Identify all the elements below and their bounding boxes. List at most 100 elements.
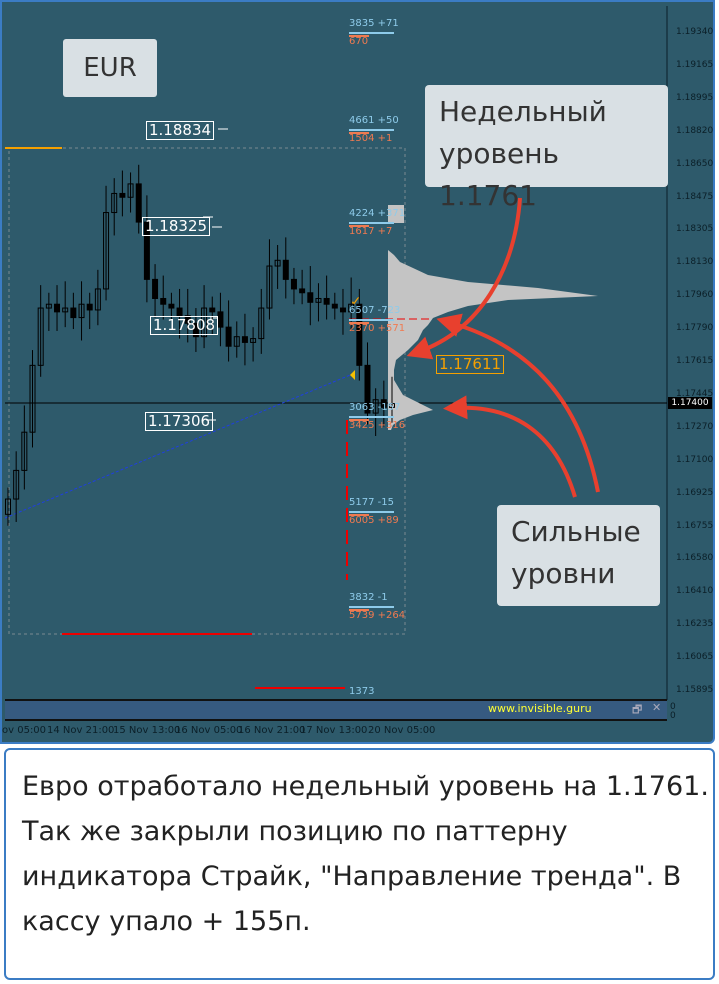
candle-body: [299, 288, 306, 294]
sell-volume-bar: [349, 132, 369, 134]
candle-body: [217, 311, 224, 328]
candle-body: [364, 364, 371, 414]
buy-volume-bar: [349, 416, 394, 418]
sell-volume-label: 670: [349, 36, 369, 47]
sell-volume-label: 5739 +264: [349, 610, 406, 621]
candle-body: [266, 265, 273, 309]
indicator-subwindow: [5, 699, 667, 721]
candle-body: [192, 322, 199, 338]
candle-body: [111, 192, 118, 214]
weekly-level-box: 1.17611: [436, 355, 505, 374]
candle-body: [21, 431, 28, 471]
price-tick: 1.18305: [676, 224, 714, 235]
sell-volume-bar: [349, 514, 369, 516]
checkmark-icon: ✓: [350, 294, 362, 310]
sell-volume-bar: [349, 322, 369, 324]
buy-volume-label: 3063 -157: [349, 402, 401, 413]
candle-body: [135, 183, 142, 223]
candle-body: [348, 303, 355, 313]
buy-volume-bar: [349, 32, 394, 34]
candle-body: [389, 403, 395, 408]
candle-body: [29, 364, 36, 433]
candle-body: [94, 288, 101, 311]
candle-body: [152, 278, 159, 299]
candle-body: [356, 303, 363, 366]
buy-volume-label: 4224 +371: [349, 208, 406, 219]
buy-volume-label: 3832 -1: [349, 592, 388, 603]
trend-line: [4, 372, 356, 519]
price-tick: 1.16925: [676, 487, 714, 498]
time-tick: 17 Nov 13:00: [300, 725, 368, 736]
candle-body: [176, 307, 183, 317]
indicator-site-label: www.invisible.guru: [488, 702, 592, 715]
comment-text: Евро отработало недельный уровень на 1.1…: [22, 771, 709, 937]
candle-body: [168, 303, 175, 309]
price-tick: 1.18820: [676, 125, 714, 136]
level-box: 1.18834: [146, 121, 215, 140]
level-box: 1.17306: [145, 412, 214, 431]
candle-body: [331, 303, 338, 309]
buy-volume-bar: [349, 606, 394, 608]
price-tick: 1.17445: [676, 388, 714, 399]
candle-body: [143, 221, 150, 280]
sell-volume-bar: [349, 225, 369, 227]
candle-body: [241, 336, 248, 343]
candle-body: [315, 297, 322, 303]
close-icon[interactable]: ✕: [652, 701, 662, 714]
level-box: 1.17808: [150, 316, 219, 335]
price-tick: 1.18130: [676, 257, 714, 268]
candle-body: [37, 307, 44, 366]
price-tick: 1.16755: [676, 520, 714, 531]
candle-body: [372, 399, 379, 414]
sell-volume-bar: [349, 35, 369, 37]
candle-body: [380, 399, 387, 408]
candle-body: [127, 183, 134, 198]
candle-body: [78, 303, 85, 319]
candle-body: [258, 307, 265, 340]
candle-body: [62, 307, 69, 313]
sell-volume-label: 6005 +89: [349, 515, 399, 526]
indicator-value: 0: [670, 711, 676, 721]
sell-volume-label: 1504 +1: [349, 133, 393, 144]
time-tick: 20 Nov 05:00: [368, 725, 436, 736]
candle-body: [339, 307, 346, 313]
restore-icon[interactable]: 🗗: [632, 703, 643, 716]
candle-body: [54, 303, 61, 313]
sell-volume-label: 2370 +571: [349, 323, 406, 334]
candle-body: [307, 292, 314, 303]
candle-body: [209, 307, 216, 313]
sell-volume-label: 1617 +7: [349, 226, 393, 237]
price-tick: 1.16065: [676, 652, 714, 663]
candle-body: [323, 297, 330, 305]
sell-volume-bar: [349, 419, 369, 421]
buy-volume-label: 4661 +50: [349, 115, 399, 126]
buy-volume-bar: [349, 222, 394, 224]
buy-volume-label: 3835 +71: [349, 18, 399, 29]
time-tick: 16 Nov 05:00: [175, 725, 243, 736]
price-tick: 1.17270: [676, 421, 714, 432]
candle-body: [201, 307, 208, 338]
price-tick: 1.17790: [676, 323, 714, 334]
price-tick: 1.19165: [676, 59, 714, 70]
candle-body: [45, 303, 52, 309]
price-tick: 1.15895: [676, 685, 714, 695]
candle-body: [250, 338, 257, 343]
sell-volume-label: 3425 +316: [349, 420, 406, 431]
price-tick: 1.18475: [676, 191, 714, 202]
time-tick: 15 Nov 13:00: [113, 725, 181, 736]
volume-profile-block: [388, 205, 404, 223]
candle-body: [184, 315, 191, 324]
sell-volume-bar: [349, 609, 369, 611]
indicator-value: 0: [670, 702, 676, 712]
buy-volume-bar: [349, 319, 394, 321]
candle-body: [225, 326, 232, 347]
price-tick: 1.17615: [676, 356, 714, 366]
price-tick: 1.16580: [676, 553, 714, 564]
level-box: 1.18325: [142, 217, 211, 236]
candle-body: [233, 336, 240, 347]
buy-volume-bar: [349, 129, 394, 131]
price-tick: 1.17100: [676, 454, 714, 465]
current-price-label: 1.17400: [668, 397, 712, 409]
candle-body: [103, 212, 110, 290]
comment-box: Евро отработало недельный уровень на 1.1…: [4, 748, 715, 980]
